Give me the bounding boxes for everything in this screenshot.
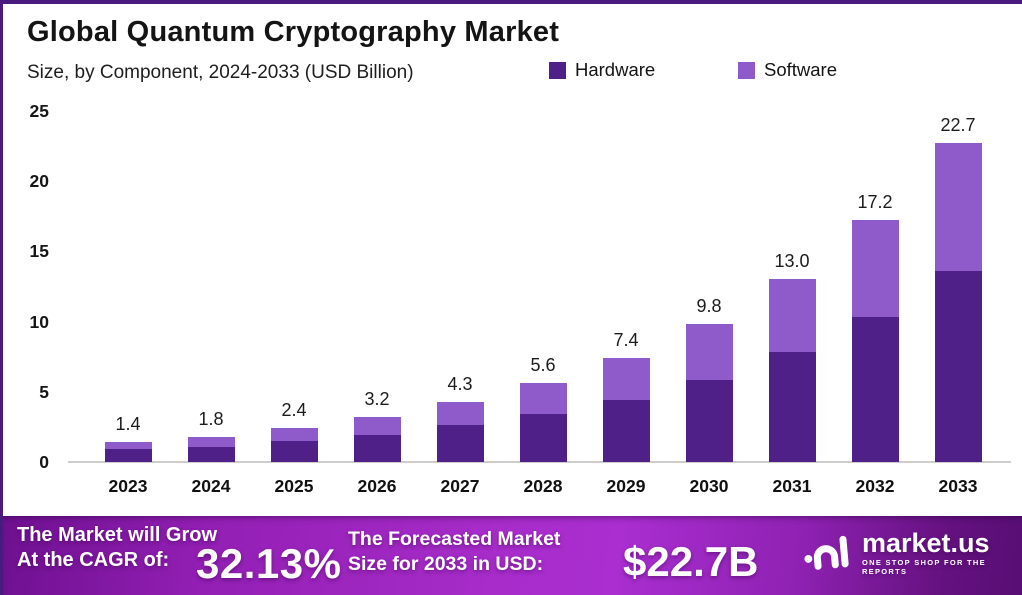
software-segment (436, 401, 484, 426)
bar-2029 (602, 358, 650, 462)
software-segment (685, 324, 733, 381)
hardware-segment (934, 270, 982, 462)
hardware-segment (436, 425, 484, 462)
software-segment (768, 279, 816, 353)
x-axis-label: 2024 (191, 476, 231, 496)
legend-label: Software (764, 59, 838, 80)
software-segment (270, 428, 318, 441)
cagr-caption: The Market will Grow At the CAGR of: (17, 524, 218, 571)
hardware-swatch-icon (549, 61, 566, 79)
market-us-logo-mark (804, 535, 849, 570)
hardware-segment (270, 440, 318, 462)
brand-tagline: ONE STOP SHOP FOR THE REPORTS (861, 558, 986, 576)
legend-item-software: Software (738, 59, 837, 81)
software-segment (353, 417, 401, 436)
x-axis-label: 2032 (855, 476, 895, 496)
hardware-segment (519, 414, 567, 462)
hardware-segment (768, 352, 816, 462)
bar-value-label: 22.7 (940, 115, 976, 136)
bar-value-label: 7.4 (613, 330, 639, 351)
bar-value-label: 1.4 (115, 414, 141, 435)
software-segment (104, 442, 152, 450)
chart-plot-area: 0 5 10 15 20 25 1.4 2023 1.8 2024 2.4 2025 3.2 2026 4.… (3, 4, 1022, 595)
bar-value-label: 2.4 (281, 400, 307, 421)
x-axis-label: 2027 (440, 476, 480, 496)
bar-2027 (436, 401, 484, 462)
x-axis-label: 2030 (689, 476, 729, 496)
x-axis-label: 2025 (274, 476, 314, 496)
hardware-segment (187, 446, 235, 462)
market-us-logo: market.us ONE STOP SHOP FOR THE REPORTS (803, 529, 1022, 576)
hardware-segment (602, 400, 650, 462)
bar-2032 (851, 220, 899, 462)
bar-2024 (187, 436, 235, 462)
hardware-segment (104, 449, 152, 462)
bar-2030 (685, 324, 733, 462)
bar-value-label: 9.8 (696, 296, 722, 317)
page-subtitle: Size, by Component, 2024-2033 (USD Billi… (27, 62, 414, 83)
forecast-caption: The Forecasted Market Size for 2033 in U… (348, 528, 561, 575)
legend-item-hardware: Hardware (549, 59, 655, 81)
bar-2025 (270, 428, 318, 462)
hardware-segment (353, 435, 401, 462)
y-axis-tick-label: 15 (29, 241, 49, 262)
x-axis-label: 2033 (938, 476, 978, 496)
software-swatch-icon (738, 61, 755, 79)
bar-value-label: 5.6 (530, 355, 556, 376)
bar-2026 (353, 417, 401, 462)
forecast-value: $22.7B (623, 538, 759, 585)
bar-value-label: 3.2 (364, 389, 390, 410)
bar-2023 (104, 442, 152, 462)
x-axis-label: 2028 (523, 476, 563, 496)
software-segment (851, 220, 899, 318)
cagr-value: 32.13% (196, 540, 342, 587)
software-segment (519, 383, 567, 415)
legend-label: Hardware (575, 59, 656, 80)
bar-2028 (519, 383, 567, 462)
hardware-segment (851, 317, 899, 462)
software-segment (602, 358, 650, 401)
bar-2031 (768, 279, 816, 462)
page-title: Global Quantum Cryptography Market (27, 16, 560, 48)
bar-value-label: 4.3 (447, 373, 473, 394)
bar-2033 (934, 143, 982, 462)
y-axis-tick-label: 10 (29, 311, 49, 332)
y-axis-tick-label: 20 (29, 171, 49, 191)
bar-value-label: 13.0 (774, 251, 810, 272)
hardware-segment (685, 380, 733, 462)
x-axis-label: 2029 (606, 476, 646, 496)
y-axis-tick-label: 0 (39, 452, 49, 472)
x-axis-label: 2026 (357, 476, 397, 496)
x-axis-label: 2031 (772, 476, 812, 496)
software-segment (187, 436, 235, 447)
y-axis-tick-label: 25 (29, 100, 49, 121)
x-axis-label: 2023 (108, 476, 148, 496)
bar-value-label: 1.8 (198, 408, 224, 429)
brand-name: market.us (861, 528, 990, 558)
software-segment (934, 143, 982, 271)
footer-banner: The Market will Grow At the CAGR of: 32.… (3, 516, 1022, 595)
bar-value-label: 17.2 (857, 192, 893, 213)
y-axis-tick-label: 5 (39, 381, 49, 402)
